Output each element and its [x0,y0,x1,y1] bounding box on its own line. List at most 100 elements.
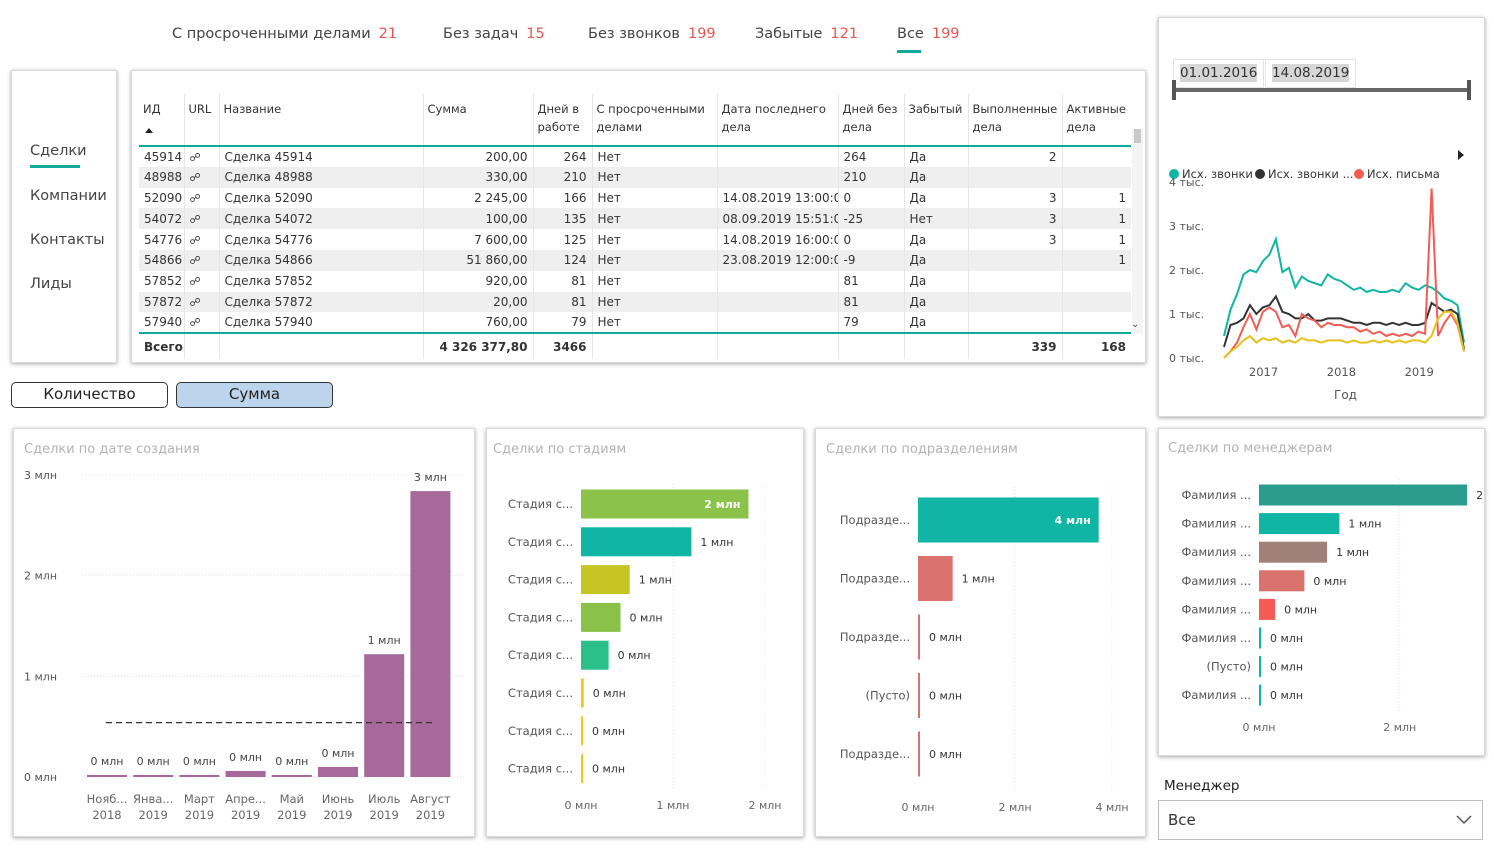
category-label: Фамилия ... [1182,688,1251,702]
table-row[interactable]: 54866 ☍ Сделка 54866 51 860,00 124 Нет 23.08.2… [139,249,1131,271]
date-from-input[interactable]: 01.01.2016 [1173,59,1265,88]
data-label: 0 млн [592,725,625,738]
bar [918,497,1099,543]
x-tick-label-line: 2019 [370,808,399,822]
link-icon[interactable]: ☍ [183,249,219,271]
data-label: 1 млн [962,573,995,586]
table-row[interactable]: 54072 ☍ Сделка 54072 100,00 135 Нет 08.09.2019… [139,208,1131,230]
chevron-down-icon[interactable]: ⌄ [1131,319,1140,330]
tab-count: 15 [526,26,545,42]
col-header-days-in-work[interactable]: Дней в работе [532,94,592,147]
col-header-active[interactable]: Активные дела [1061,94,1131,147]
table-cell: 135 [532,208,592,230]
series-line [1223,188,1465,359]
link-icon[interactable]: ☍ [183,166,219,188]
table-cell: 2 [967,146,1062,167]
link-icon[interactable]: ☍ [183,312,219,334]
y-tick-label: 2 млн [24,570,57,583]
total-cell: 339 [967,332,1062,360]
count-toggle-button[interactable]: Количество [11,382,168,408]
table-cell: Да [903,291,968,313]
data-label: 0 млн [929,690,962,703]
table-cell: Нет [591,249,717,271]
tab-overdue[interactable]: С просроченными делами 21 [172,26,397,42]
table-row[interactable]: 48988 ☍ Сделка 48988 330,00 210 Нет 210 Да [139,166,1131,188]
data-label: 0 млн [929,748,962,761]
col-header-sum[interactable]: Сумма [422,94,533,147]
table-body: 45914 ☍ Сделка 45914 200,00 264 Нет 264 Да 2 4898… [139,146,1131,360]
x-tick-label: Март 2019 [184,792,215,822]
x-tick-label-line: Август [410,792,451,806]
bar-chart-by-stage: 0 млн 1 млн 2 млн Стадия с... 2 млн Стадия с.… [508,484,782,812]
col-header-id[interactable]: ИД [139,94,184,147]
table-cell: 100,00 [422,208,533,230]
manager-select[interactable]: Все [1158,800,1483,840]
chart-card-by-department: Сделки по подразделениям 0 млн 2 млн 4 млн… [815,428,1146,837]
table-cell: 14.08.2019 16:00:00 [716,229,838,250]
col-header-last-activity[interactable]: Дата последнего дела [716,94,838,147]
col-header-name[interactable]: Название [218,94,423,147]
date-slicer-card: 01.01.2016 14.08.2019 Исх. звонки Исх. з… [1158,17,1485,417]
category-label: Фамилия ... [1182,517,1251,531]
bar [581,754,583,784]
link-icon[interactable]: ☍ [183,146,219,167]
link-icon[interactable]: ☍ [183,291,219,313]
data-label: 0 млн [1270,661,1303,674]
nav-item-companies[interactable]: Компании [30,188,107,204]
bar [364,654,405,777]
date-from-value: 01.01.2016 [1180,64,1258,82]
bar [318,766,358,777]
sum-toggle-button[interactable]: Сумма [176,382,333,408]
table-row[interactable]: 57872 ☍ Сделка 57872 20,00 81 Нет 81 Да [139,291,1131,313]
table-cell: 14.08.2019 13:00:00 [716,187,838,209]
table-cell: Нет [903,208,968,230]
tab-forgotten[interactable]: Забытые 121 [755,26,858,42]
col-header-done[interactable]: Выполненные дела [967,94,1062,147]
legend-item-calls[interactable]: Исх. звонки [1169,167,1253,181]
nav-item-contacts[interactable]: Контакты [30,232,105,248]
table-cell: Нет [591,208,717,230]
col-header-overdue[interactable]: С просроченными делами [591,94,717,147]
col-header-days-idle[interactable]: Дней без дела [837,94,904,147]
table-cell: Сделка 54866 [218,249,423,271]
x-tick-label: 2018 [1327,365,1356,379]
tab-no-calls[interactable]: Без звонков 199 [588,26,716,42]
link-icon[interactable]: ☍ [183,187,219,209]
table-cell: Сделка 48988 [218,166,423,188]
table-cell: 45914 [144,149,183,164]
link-icon[interactable]: ☍ [183,208,219,230]
table-cell [1061,312,1131,334]
date-range-slider[interactable] [1159,18,1486,138]
tab-all[interactable]: Все 199 [897,26,960,53]
x-tick-label: Май 2019 [277,792,306,822]
table-row[interactable]: 54776 ☍ Сделка 54776 7 600,00 125 Нет 14.08.20… [139,229,1131,250]
table-cell: 1 [1061,187,1131,209]
x-tick-label: 2 млн [748,799,781,812]
table-row[interactable]: 57852 ☍ Сделка 57852 920,00 81 Нет 81 Да [139,270,1131,292]
table-cell: 210 [532,166,592,188]
legend-next-icon[interactable] [1456,149,1466,161]
table-cell: 57852 [144,274,183,289]
table-scrollbar[interactable] [1132,129,1143,334]
col-header-url[interactable]: URL [183,94,219,147]
table-cell: 1 [1061,208,1131,230]
nav-item-deals[interactable]: Сделки [30,143,87,168]
link-icon[interactable]: ☍ [183,270,219,292]
legend-item-emails[interactable]: Исх. письма [1354,167,1440,181]
table-row[interactable]: 57940 ☍ Сделка 57940 760,00 79 Нет 79 Да [139,312,1131,334]
table-row[interactable]: 45914 ☍ Сделка 45914 200,00 264 Нет 264 Да 2 [139,146,1131,167]
nav-item-leads[interactable]: Лиды [30,276,72,292]
table-cell [1061,291,1131,313]
legend-item-calls-2[interactable]: Исх. звонки ... [1255,167,1354,181]
table-cell [716,166,838,188]
col-header-forgotten[interactable]: Забытый [903,94,968,147]
bar-chart-by-date: 3 млн 2 млн 1 млн 0 млн 0 млн Нояб... 2018 0 мл… [24,469,464,822]
table-row[interactable]: 52090 ☍ Сделка 52090 2 245,00 166 Нет 14.08.20… [139,187,1131,209]
link-icon[interactable]: ☍ [183,229,219,250]
data-label: 0 млн [275,755,308,768]
table-cell: 166 [532,187,592,209]
date-to-input[interactable]: 14.08.2019 [1265,59,1357,88]
tab-no-tasks[interactable]: Без задач 15 [443,26,545,42]
data-label: 0 млн [90,755,123,768]
table-scroll-thumb[interactable] [1134,129,1141,143]
